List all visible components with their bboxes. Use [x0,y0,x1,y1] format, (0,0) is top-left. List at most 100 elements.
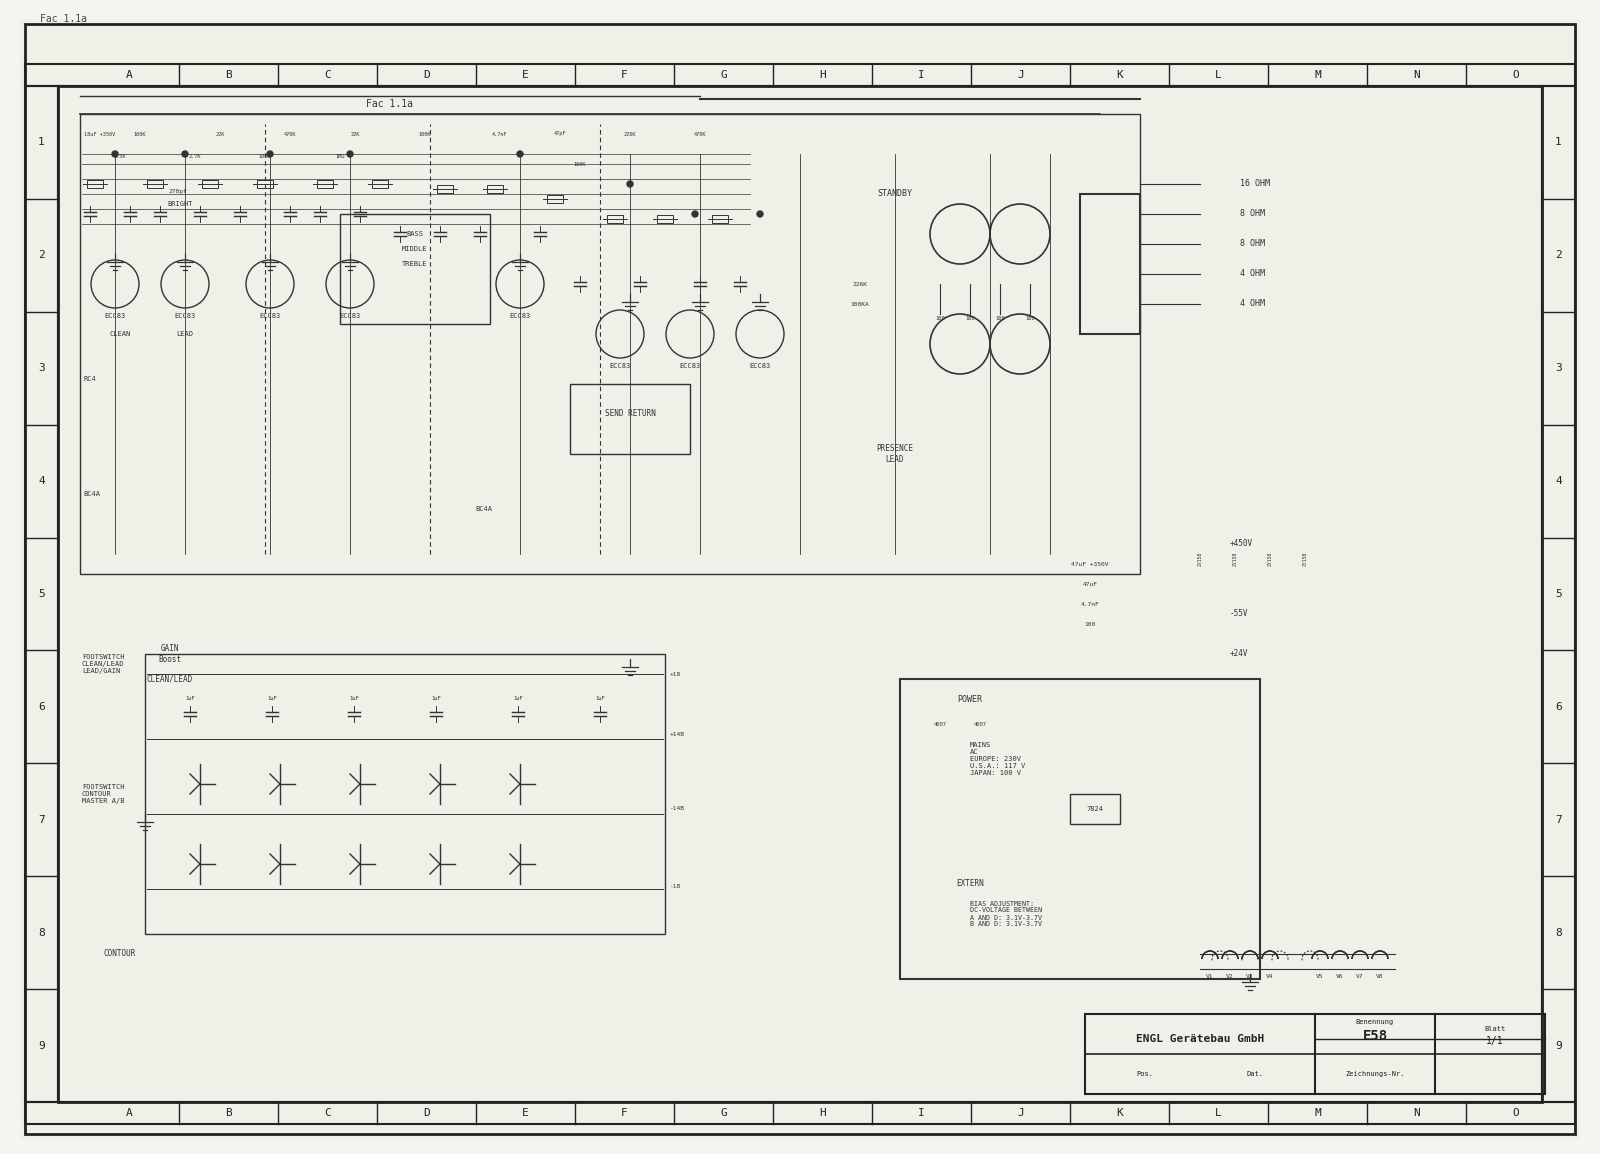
Text: C: C [325,70,331,80]
Text: 8 OHM: 8 OHM [1240,240,1266,248]
Text: B: B [226,70,232,80]
Text: 100K: 100K [259,153,272,158]
Text: 7: 7 [38,815,45,825]
Text: CLEAN: CLEAN [109,331,131,337]
Text: N: N [1413,1108,1419,1118]
Circle shape [347,151,354,157]
Text: L: L [1214,1108,1222,1118]
Text: E: E [522,70,530,80]
Text: K: K [1117,1108,1123,1118]
Text: 4 OHM: 4 OHM [1240,270,1266,278]
Text: 100KA: 100KA [851,301,869,307]
Text: ECC83: ECC83 [749,364,771,369]
Text: 100: 100 [995,316,1005,322]
Text: Fac 1.1a: Fac 1.1a [366,99,413,108]
Circle shape [627,181,634,187]
Text: Dat.: Dat. [1246,1071,1264,1077]
Text: 100K: 100K [134,132,146,136]
Text: 1/1: 1/1 [1486,1036,1504,1046]
Text: 1MΩ: 1MΩ [336,153,344,158]
Text: 220K: 220K [624,132,637,136]
Bar [317,180,333,188]
Text: Benennung: Benennung [1355,1019,1394,1025]
Text: STANDBY: STANDBY [877,189,912,198]
Bar [437,185,453,193]
Text: CLEAN/LEAD: CLEAN/LEAD [147,674,194,683]
Text: 4.7nF: 4.7nF [493,132,507,136]
Text: Pos.: Pos. [1136,1071,1154,1077]
Text: A: A [126,70,133,80]
Text: C: C [325,1108,331,1118]
Text: +14B: +14B [670,732,685,736]
Text: F: F [621,1108,627,1118]
Text: 4: 4 [38,477,45,486]
Text: V5: V5 [1317,974,1323,979]
Text: B: B [226,1108,232,1118]
Text: 2: 2 [1555,250,1562,261]
Bar [658,215,674,223]
Text: 470K: 470K [694,132,706,136]
Bar [1085,1014,1546,1094]
Bar [1542,87,1574,1102]
Text: BASS: BASS [406,231,424,237]
Circle shape [517,151,523,157]
Text: 3: 3 [1555,364,1562,373]
Text: K: K [1117,70,1123,80]
Bar [371,180,387,188]
Text: -18: -18 [670,884,682,889]
Text: BRIGHT: BRIGHT [168,201,192,207]
Text: 47uF +350V: 47uF +350V [1072,562,1109,567]
Text: -14B: -14B [670,807,685,811]
Bar [202,180,218,188]
Text: ZY158: ZY158 [1197,552,1203,567]
Text: M: M [1314,70,1322,80]
Text: 22K: 22K [350,132,360,136]
Text: F: F [621,70,627,80]
Text: SEND RETURN: SEND RETURN [605,410,656,419]
Text: A: A [126,1108,133,1118]
Text: 7: 7 [1555,815,1562,825]
Text: ECC83: ECC83 [104,313,126,319]
Text: O: O [1512,70,1518,80]
Text: 1: 1 [38,137,45,148]
Text: ZY158: ZY158 [1232,552,1237,567]
Text: 1uF: 1uF [595,697,605,702]
Text: 2: 2 [38,250,45,261]
Text: ECC83: ECC83 [509,313,531,319]
Text: N: N [1413,70,1419,80]
Text: +18: +18 [670,672,682,676]
Text: ZY158: ZY158 [1267,552,1272,567]
Text: ECC83: ECC83 [610,364,630,369]
Text: E58: E58 [1363,1029,1387,1043]
Circle shape [267,151,274,157]
Bar [58,87,1542,1102]
Text: 1: 1 [1555,137,1562,148]
Text: 16 OHM: 16 OHM [1240,180,1270,188]
Text: D: D [422,1108,430,1118]
Text: O: O [1512,1108,1518,1118]
Text: 100: 100 [934,316,946,322]
Text: 4007: 4007 [933,721,947,727]
Text: ENGL Gerätebau GmbH: ENGL Gerätebau GmbH [1136,1034,1264,1044]
Text: 1.5K: 1.5K [114,153,126,158]
Circle shape [112,151,118,157]
Text: PRESENCE
LEAD: PRESENCE LEAD [877,444,914,464]
Bar [86,180,102,188]
Text: GAIN
Boost: GAIN Boost [158,644,181,664]
Text: TREBLE: TREBLE [402,261,427,267]
Bar [80,114,1139,574]
Text: 22K: 22K [216,132,224,136]
Bar [339,213,490,324]
Text: 5: 5 [1555,589,1562,599]
Text: RC4: RC4 [83,376,96,382]
Text: FOOTSWITCH
CONTOUR
MASTER A/B: FOOTSWITCH CONTOUR MASTER A/B [82,784,125,804]
Text: M: M [1314,1108,1322,1118]
Text: 1uF: 1uF [267,697,277,702]
Text: -55V: -55V [1230,609,1248,619]
Text: ZY158: ZY158 [1302,552,1307,567]
Bar [547,195,563,203]
Bar [147,180,163,188]
Text: EXTERN: EXTERN [957,879,984,889]
Text: 9: 9 [38,1041,45,1050]
Text: L: L [1214,70,1222,80]
